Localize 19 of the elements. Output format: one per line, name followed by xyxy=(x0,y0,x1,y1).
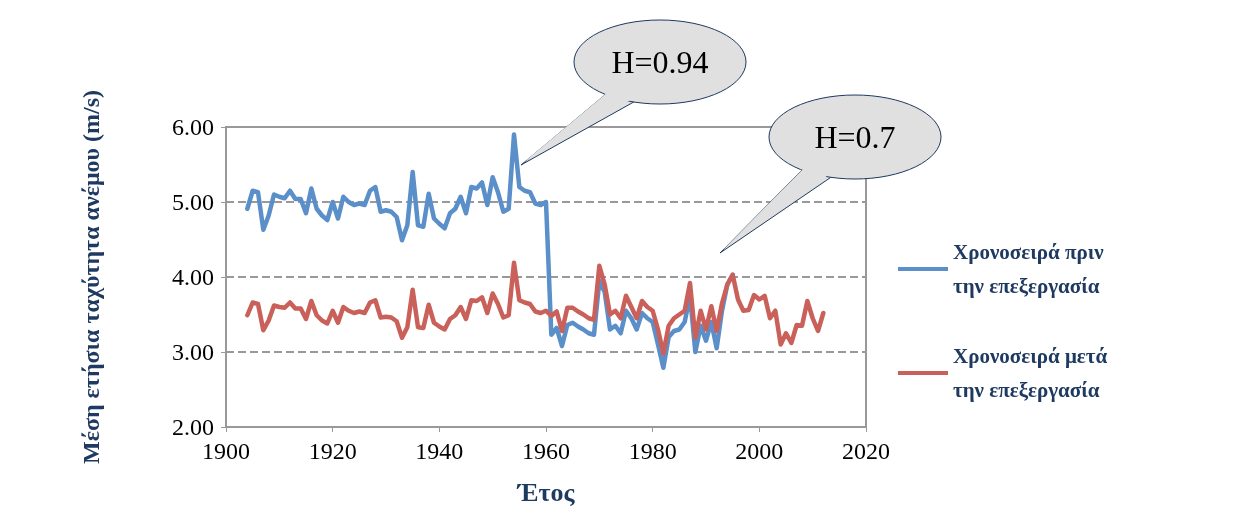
x-tick-label: 1920 xyxy=(308,438,357,464)
x-tick-label: 1900 xyxy=(202,438,250,464)
y-tick-label: 2.00 xyxy=(172,414,214,440)
y-tick-label: 6.00 xyxy=(172,114,214,140)
y-tick-label: 3.00 xyxy=(172,339,214,365)
legend-label: Χρονοσειρά πριν την επεξεργασία xyxy=(953,240,1109,298)
legend-label: Χρονοσειρά μετά την επεξεργασία xyxy=(953,344,1113,402)
y-axis-title: Μέση ετήσια ταχύτητα ανέμου (m/s) xyxy=(78,90,104,464)
x-tick-label: 1960 xyxy=(522,438,570,464)
x-tick-label: 2020 xyxy=(842,438,890,464)
x-tick-label: 1940 xyxy=(415,438,464,464)
x-tick-label: 1980 xyxy=(628,438,677,464)
y-tick-label: 4.00 xyxy=(172,264,214,290)
x-tick-label: 2000 xyxy=(735,438,784,464)
text: H=0.94 xyxy=(611,44,709,80)
line-series xyxy=(245,260,826,356)
annotation: H=0.7 xyxy=(814,119,896,155)
x-axis-title: Έτος xyxy=(515,477,576,507)
y-tick-label: 5.00 xyxy=(172,189,214,215)
